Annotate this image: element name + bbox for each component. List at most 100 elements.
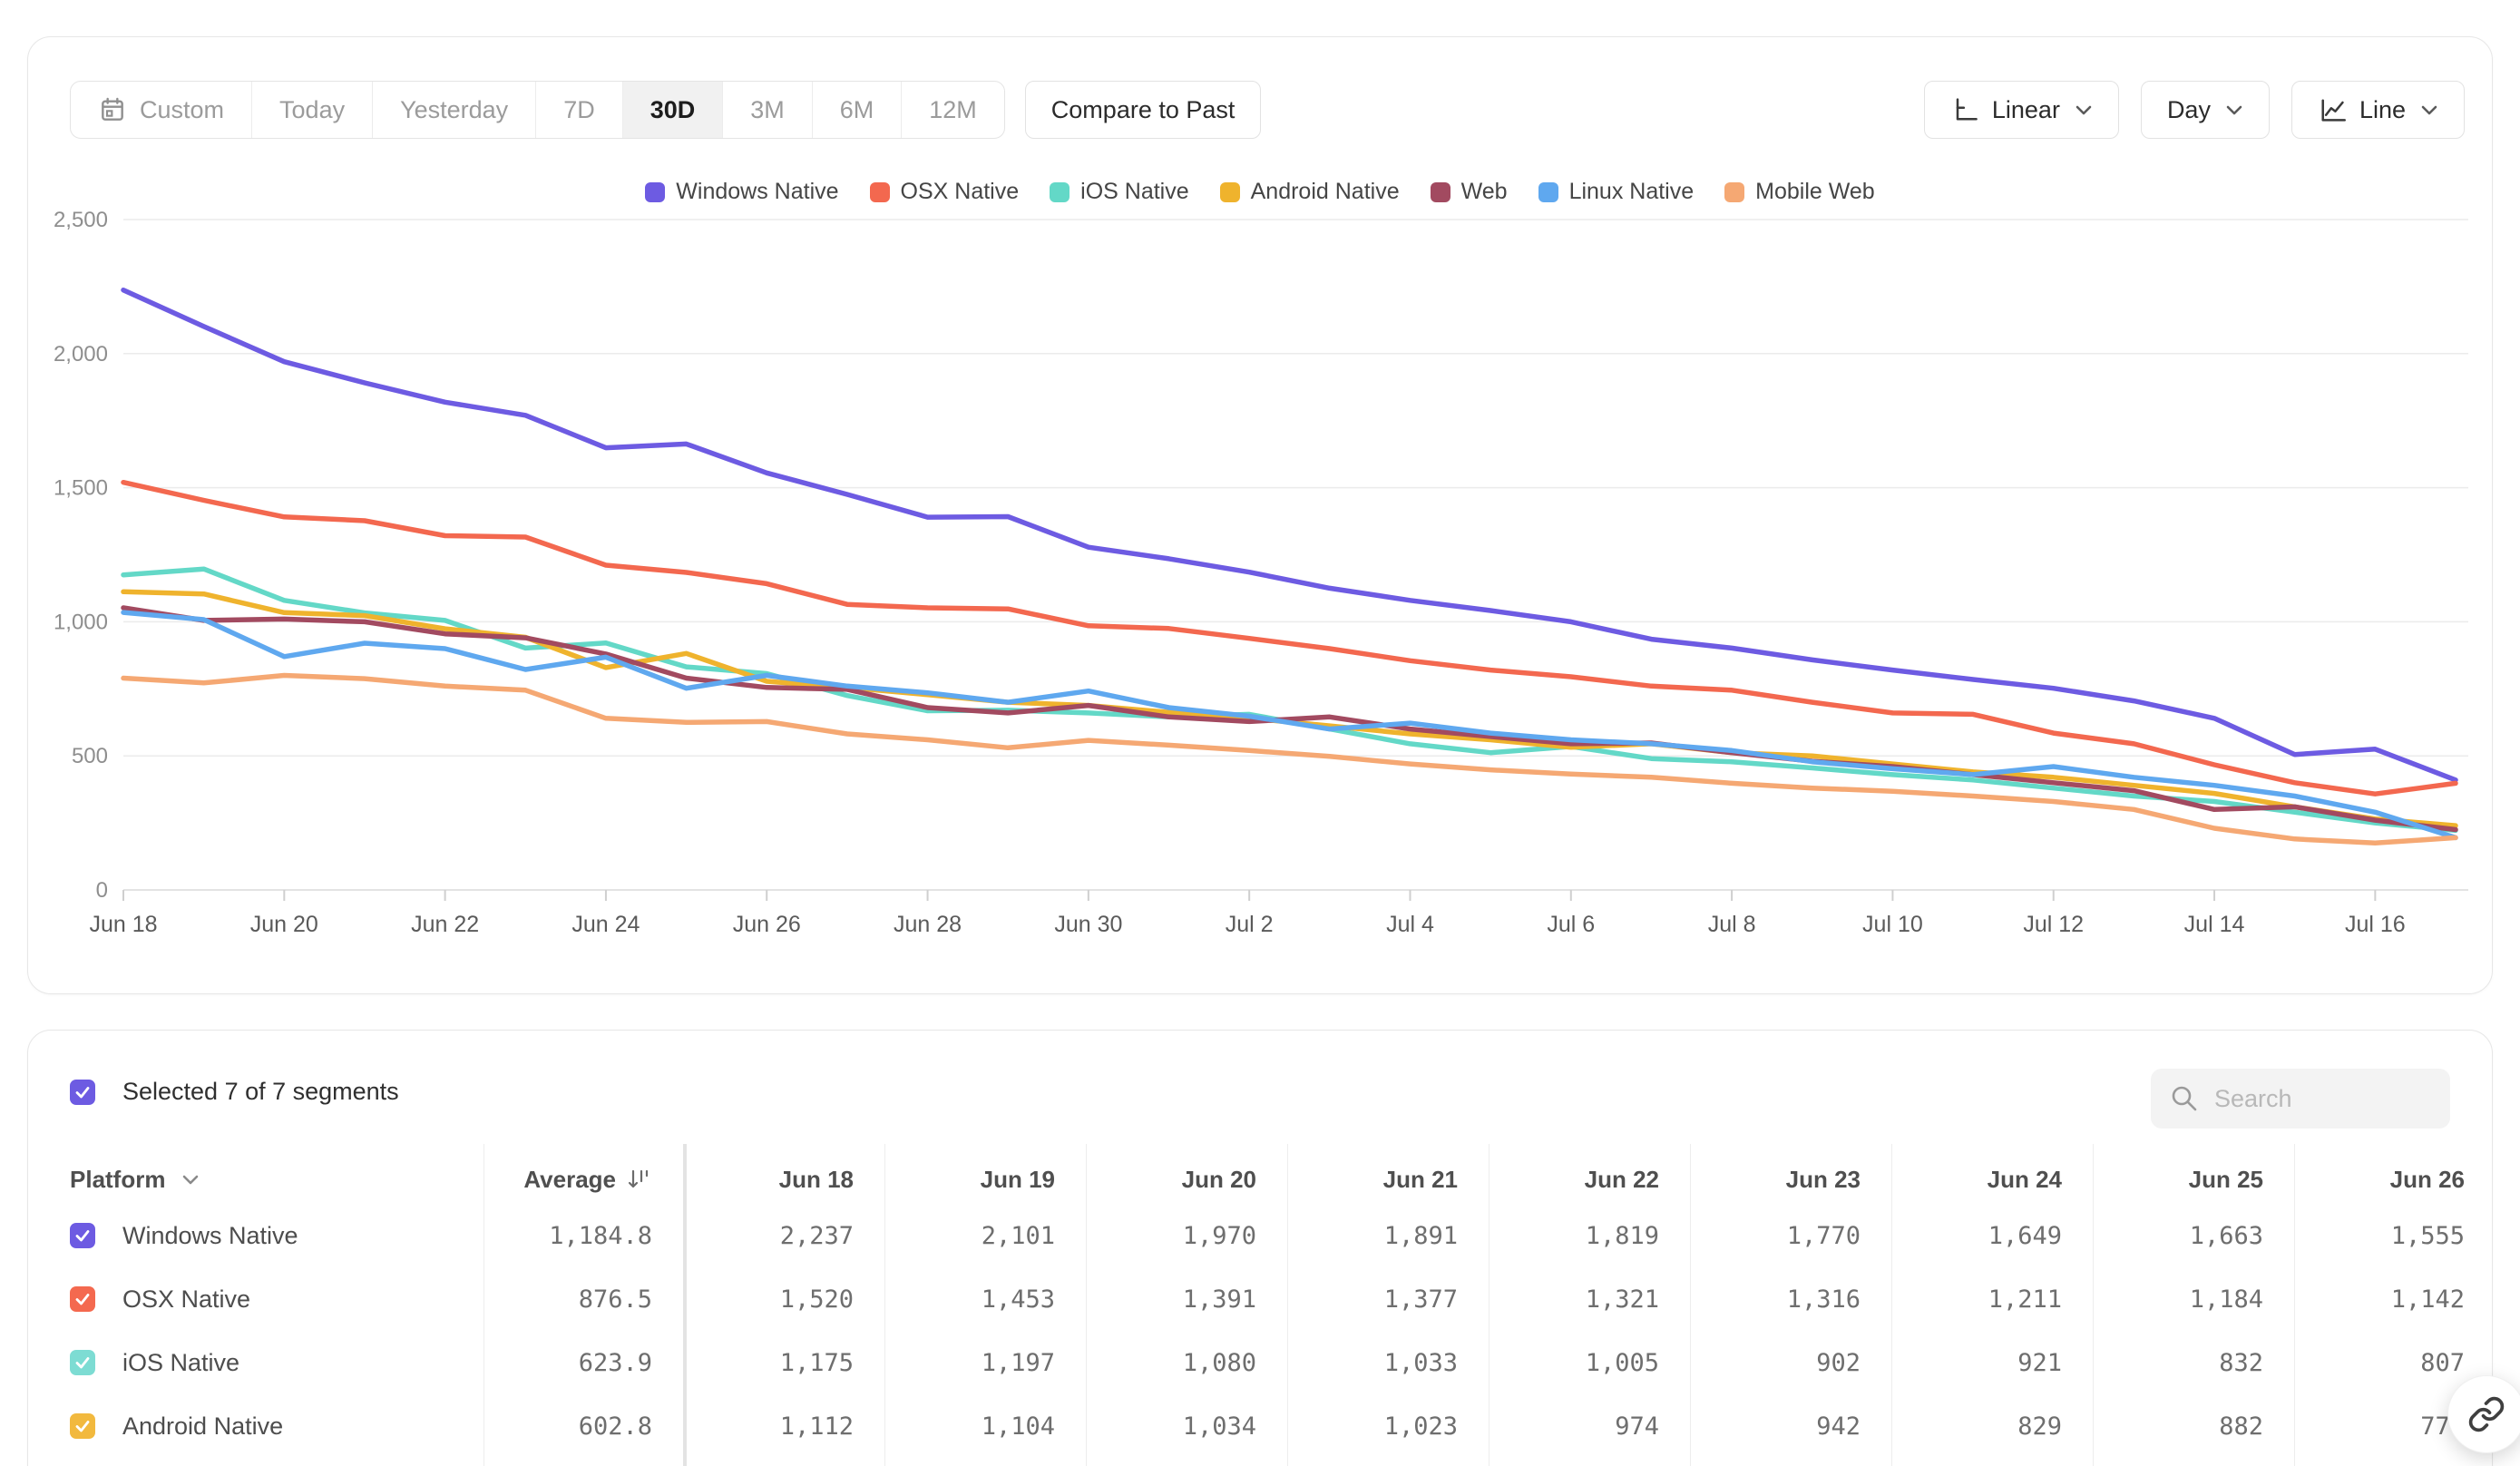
chevron-down-icon	[183, 1175, 199, 1184]
y-axis-tick-label: 2,500	[54, 208, 108, 232]
column-separator	[1690, 1144, 1691, 1466]
average-value: 602.8	[578, 1412, 652, 1441]
average-value: 876.5	[578, 1285, 652, 1314]
cell-value: 1,211	[1988, 1285, 2062, 1314]
x-axis-tick-label: Jun 28	[894, 912, 962, 937]
x-axis-tick-label: Jul 8	[1708, 912, 1756, 937]
legend-label: OSX Native	[900, 179, 1020, 204]
y-axis-tick-label: 0	[96, 878, 108, 903]
series-line-osx-native	[121, 479, 2458, 797]
chart-type-dropdown[interactable]: Line	[2290, 81, 2465, 139]
search-icon	[2172, 1086, 2197, 1111]
compare-to-past-button[interactable]: Compare to Past	[1024, 81, 1262, 139]
chart-controls: Linear Day Line	[1923, 81, 2465, 139]
x-axis-tick-label: Jul 14	[2184, 912, 2245, 937]
legend-label: Android Native	[1250, 179, 1400, 204]
cell-value: 807	[2420, 1348, 2465, 1377]
date-column-header: Jun 20	[1181, 1165, 1256, 1193]
row-checkbox[interactable]	[70, 1286, 95, 1312]
average-column-header[interactable]: Average	[481, 1166, 652, 1194]
column-separator	[1287, 1144, 1288, 1466]
column-separator	[483, 1144, 484, 1466]
table-row-android-native[interactable]: Android Native 602.8 1,112 1,104 1,034 1,023 9…	[28, 1394, 2492, 1458]
cell-value: 1,005	[1585, 1348, 1659, 1377]
cell-value: 942	[1816, 1412, 1861, 1441]
platform-name: iOS Native	[122, 1348, 240, 1376]
x-axis-tick-label: Jul 10	[1862, 912, 1923, 937]
range-label: Yesterday	[400, 95, 509, 123]
check-icon	[75, 1294, 90, 1305]
range-label: 12M	[929, 95, 977, 123]
legend-item-ios-native[interactable]: iOS Native	[1050, 179, 1189, 205]
segments-table: Platform Average Jun 18 Jun 19 Jun 20 Jun 21 J…	[28, 1155, 2492, 1458]
range-12m[interactable]: 12M	[901, 82, 1004, 138]
range-7d[interactable]: 7D	[535, 82, 622, 138]
cell-value: 1,197	[981, 1348, 1055, 1377]
cell-value: 2,101	[981, 1221, 1055, 1250]
table-row-osx-native[interactable]: OSX Native 876.5 1,520 1,453 1,391 1,377 1,321…	[28, 1267, 2492, 1331]
share-link-button[interactable]	[2447, 1375, 2520, 1453]
table-row-windows-native[interactable]: Windows Native 1,184.8 2,237 2,101 1,970 1,89…	[28, 1204, 2492, 1267]
legend-swatch	[645, 181, 666, 202]
range-3m[interactable]: 3M	[722, 82, 812, 138]
column-separator	[1489, 1144, 1490, 1466]
cell-value: 1,391	[1182, 1285, 1256, 1314]
legend-swatch	[1724, 181, 1745, 202]
series-line-android-native	[121, 589, 2458, 828]
legend-item-android-native[interactable]: Android Native	[1219, 179, 1400, 205]
x-axis-tick-label: Jul 12	[2023, 912, 2084, 937]
range-custom[interactable]: Custom	[71, 82, 251, 138]
interval-dropdown[interactable]: Day	[2140, 81, 2270, 139]
date-column-header: Jun 18	[778, 1165, 854, 1193]
y-axis-tick-label: 1,500	[54, 476, 108, 501]
cell-value: 1,520	[779, 1285, 854, 1314]
legend-item-web[interactable]: Web	[1430, 179, 1508, 205]
legend-item-windows-native[interactable]: Windows Native	[645, 179, 839, 205]
interval-dropdown-label: Day	[2166, 95, 2211, 123]
series-line-mobile-web	[121, 672, 2458, 846]
cell-value: 2,237	[779, 1221, 854, 1250]
chevron-down-icon	[2076, 105, 2092, 114]
legend-item-mobile-web[interactable]: Mobile Web	[1724, 179, 1875, 205]
range-6m[interactable]: 6M	[811, 82, 902, 138]
scale-dropdown[interactable]: Linear	[1923, 81, 2119, 139]
axis-scale-icon	[1956, 98, 1978, 121]
link-icon	[2468, 1396, 2505, 1432]
legend-label: Web	[1460, 179, 1508, 204]
legend-label: Linux Native	[1568, 179, 1695, 204]
cell-value: 829	[2017, 1412, 2062, 1441]
legend-item-osx-native[interactable]: OSX Native	[869, 179, 1020, 205]
range-label: 7D	[563, 95, 595, 123]
row-checkbox[interactable]	[70, 1413, 95, 1439]
select-all-checkbox[interactable]	[70, 1079, 95, 1105]
cell-value: 1,142	[2390, 1285, 2465, 1314]
cell-value: 1,649	[1988, 1221, 2062, 1250]
x-axis-tick-label: Jun 24	[571, 912, 640, 937]
chart-legend: Windows Native OSX Native iOS Native Androi…	[28, 179, 2492, 205]
column-separator	[2093, 1144, 2094, 1466]
cell-value: 882	[2219, 1412, 2263, 1441]
legend-swatch	[869, 181, 890, 202]
range-30d[interactable]: 30D	[621, 82, 723, 138]
date-column-header: Jun 19	[980, 1165, 1055, 1193]
average-value: 623.9	[578, 1348, 652, 1377]
platform-column-header[interactable]: Platform	[70, 1166, 200, 1194]
range-today[interactable]: Today	[251, 82, 372, 138]
row-checkbox[interactable]	[70, 1350, 95, 1375]
chart-type-dropdown-label: Line	[2359, 95, 2406, 123]
table-row-ios-native[interactable]: iOS Native 623.9 1,175 1,197 1,080 1,033 1,005…	[28, 1331, 2492, 1394]
legend-label: iOS Native	[1080, 179, 1189, 204]
y-axis-tick-label: 500	[72, 744, 108, 768]
x-axis-tick-label: Jun 30	[1054, 912, 1122, 937]
legend-item-linux-native[interactable]: Linux Native	[1538, 179, 1695, 205]
search-input[interactable]	[2200, 1084, 2417, 1113]
date-column-header: Jun 25	[2188, 1165, 2263, 1193]
cell-value: 1,316	[1786, 1285, 1861, 1314]
chevron-down-icon	[2421, 105, 2437, 114]
row-checkbox[interactable]	[70, 1223, 95, 1248]
cell-value: 1,770	[1786, 1221, 1861, 1250]
cell-value: 832	[2219, 1348, 2263, 1377]
series-line-windows-native	[121, 287, 2458, 783]
range-yesterday[interactable]: Yesterday	[372, 82, 535, 138]
date-column-header: Jun 26	[2389, 1165, 2465, 1193]
